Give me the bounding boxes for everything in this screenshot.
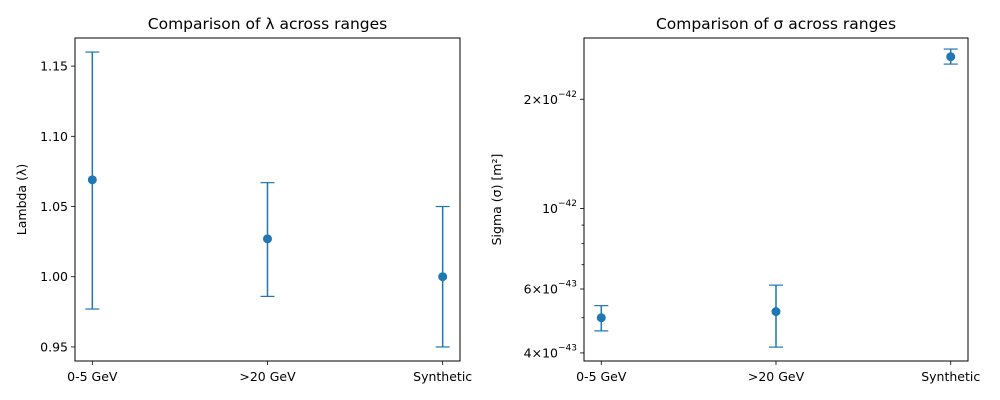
sigma-y-tick-exponent: −42 [558, 90, 577, 100]
lambda-y-tick-label: 1.10 [40, 129, 68, 144]
sigma-x-tick-label: >20 GeV [748, 369, 805, 384]
lambda-x-tick-label: >20 GeV [239, 369, 296, 384]
sigma-y-tick-times: × [532, 92, 542, 107]
lambda-y-tick-label: 1.05 [40, 199, 68, 214]
sigma-y-tick-mantissa: 4 [524, 345, 532, 360]
sigma-x-tick-label: Synthetic [921, 369, 980, 384]
sigma-chart-panel: Comparison of σ across ranges Sigma (σ) [… [489, 15, 980, 384]
sigma-data-point [946, 52, 956, 62]
sigma-chart-title: Comparison of σ across ranges [656, 15, 896, 33]
sigma-y-tick-base-ten: 10 [542, 282, 558, 297]
sigma-y-tick-mantissa: 2 [524, 92, 532, 107]
sigma-y-tick-label: 6×10−43 [524, 280, 577, 297]
lambda-chart-panel: Comparison of λ across ranges Lambda (λ) 0… [14, 15, 472, 384]
lambda-data-point [263, 234, 272, 244]
sigma-y-axis-label: Sigma (σ) [m²] [489, 154, 504, 246]
sigma-y-tick-base-ten: 10 [542, 92, 558, 107]
sigma-y-tick-times: × [532, 282, 542, 297]
sigma-y-tick-exponent: −43 [558, 280, 577, 290]
sigma-y-tick-label: 4×10−43 [524, 343, 577, 360]
sigma-y-tick-label: 2×10−42 [524, 90, 577, 107]
sigma-y-tick-exponent: −43 [558, 343, 577, 353]
sigma-y-tick-exponent: −42 [558, 199, 577, 209]
sigma-data-point [596, 313, 606, 323]
lambda-y-axis-label: Lambda (λ) [14, 164, 29, 235]
sigma-y-tick-times: × [532, 345, 542, 360]
sigma-y-tick-base-ten: 10 [542, 201, 558, 216]
lambda-x-tick-label: Synthetic [413, 369, 472, 384]
lambda-y-tick-label: 0.95 [40, 339, 68, 354]
lambda-data-point [438, 272, 448, 282]
lambda-y-tick-label: 1.00 [40, 269, 68, 284]
sigma-data-point [771, 307, 781, 317]
sigma-y-tick-label: 10−42 [542, 199, 577, 216]
lambda-data-point [87, 175, 97, 185]
sigma-x-tick-label: 0-5 GeV [576, 369, 627, 384]
sigma-y-tick-base-ten: 10 [542, 345, 558, 360]
lambda-y-tick-label: 1.15 [40, 59, 68, 74]
sigma-y-tick-mantissa: 6 [524, 282, 532, 297]
lambda-chart-title: Comparison of λ across ranges [148, 15, 387, 33]
lambda-x-tick-label: 0-5 GeV [67, 369, 118, 384]
